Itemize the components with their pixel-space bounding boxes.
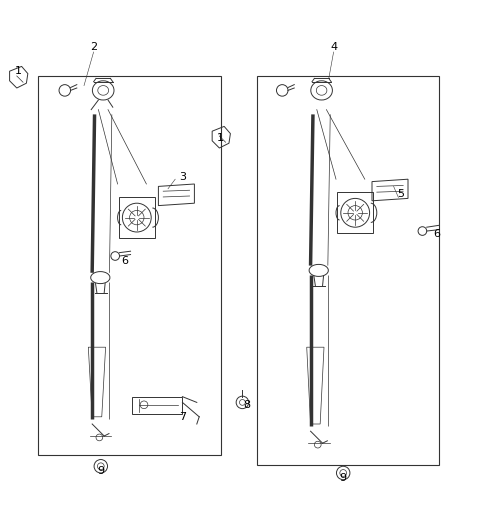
- Text: 6: 6: [433, 229, 440, 240]
- Text: 7: 7: [179, 412, 186, 422]
- Text: 9: 9: [97, 466, 104, 476]
- Bar: [337, 193, 373, 233]
- Text: 8: 8: [244, 400, 251, 410]
- Text: 6: 6: [121, 256, 128, 266]
- Text: 5: 5: [397, 188, 404, 199]
- Bar: [119, 197, 155, 238]
- Text: 4: 4: [330, 42, 337, 52]
- Text: 3: 3: [179, 172, 186, 182]
- Text: 2: 2: [90, 42, 97, 52]
- Text: 1: 1: [15, 66, 22, 76]
- Text: 9: 9: [340, 473, 347, 483]
- Text: 1: 1: [217, 134, 224, 143]
